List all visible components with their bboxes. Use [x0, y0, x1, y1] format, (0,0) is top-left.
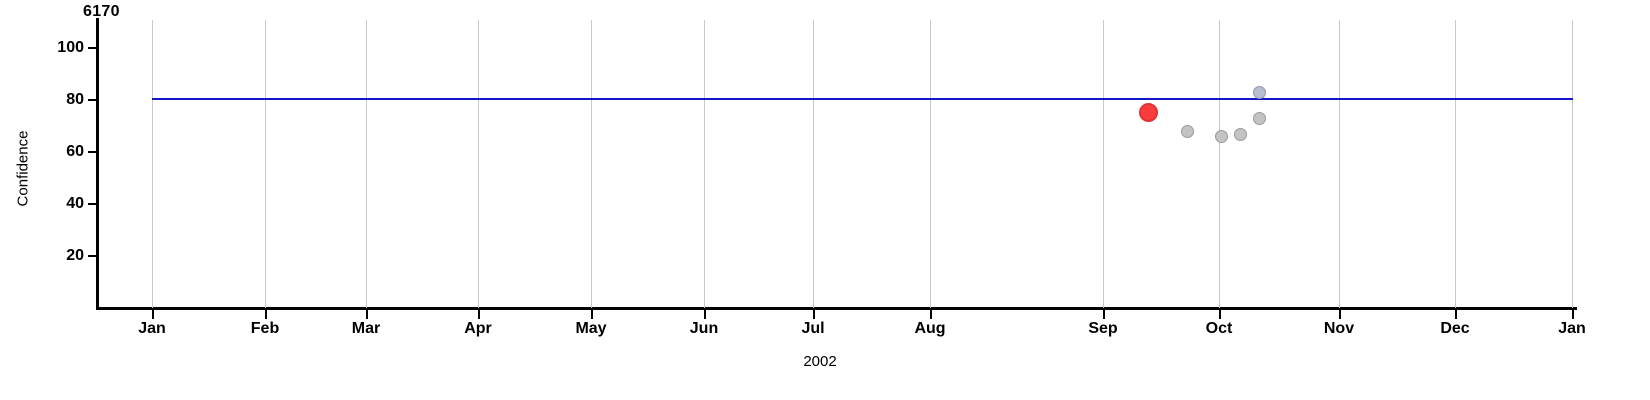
gridline: [813, 20, 814, 308]
x-tick-label: May: [575, 320, 607, 337]
x-tick-mark: [152, 310, 154, 319]
threshold-line: [152, 98, 1573, 100]
x-tick-label: Jul: [801, 320, 825, 337]
x-tick-label: Mar: [351, 320, 381, 337]
x-tick-mark: [1339, 310, 1341, 319]
y-tick-label: 100: [57, 39, 84, 56]
x-tick-mark: [704, 310, 706, 319]
point-grey-3[interactable]: [1233, 127, 1247, 141]
point-grey-2[interactable]: [1214, 129, 1228, 143]
y-axis-line: [96, 18, 99, 310]
gridline: [1219, 20, 1220, 308]
y-tick-label: 40: [66, 195, 84, 212]
point-grey-1[interactable]: [1180, 124, 1194, 138]
y-tick-mark: [88, 47, 96, 49]
x-tick-label: Oct: [1205, 320, 1233, 337]
y-tick-label: 60: [66, 143, 84, 160]
gridline: [265, 20, 266, 308]
x-tick-label: Jun: [689, 320, 719, 337]
x-tick-label: Nov: [1323, 320, 1355, 337]
x-tick-mark: [1455, 310, 1457, 319]
x-tick-mark: [813, 310, 815, 319]
point-red-highlight[interactable]: [1138, 102, 1158, 122]
x-axis-line: [96, 307, 1577, 310]
x-tick-label: Feb: [250, 320, 280, 337]
y-tick-mark: [88, 99, 96, 101]
gridline: [152, 20, 153, 308]
point-bluegrey-1[interactable]: [1252, 85, 1266, 99]
x-tick-mark: [478, 310, 480, 319]
x-tick-label: Aug: [914, 320, 946, 337]
gridline: [1339, 20, 1340, 308]
gridline: [366, 20, 367, 308]
y-tick-label: 20: [66, 247, 84, 264]
point-grey-4[interactable]: [1252, 111, 1266, 125]
x-tick-label: Dec: [1440, 320, 1470, 337]
gridline: [1455, 20, 1456, 308]
gridline: [1103, 20, 1104, 308]
x-tick-mark: [1572, 310, 1574, 319]
x-tick-label: Apr: [464, 320, 492, 337]
gridline: [591, 20, 592, 308]
y-axis-title: Confidence: [14, 130, 32, 207]
gridline: [930, 20, 931, 308]
gridline: [1572, 20, 1573, 308]
x-tick-mark: [591, 310, 593, 319]
gridline: [704, 20, 705, 308]
x-tick-label: Jan: [1558, 320, 1586, 337]
x-tick-label: Sep: [1088, 320, 1118, 337]
gridline: [478, 20, 479, 308]
x-tick-mark: [366, 310, 368, 319]
x-tick-mark: [1103, 310, 1105, 319]
y-tick-mark: [88, 151, 96, 153]
x-tick-mark: [265, 310, 267, 319]
x-tick-mark: [1219, 310, 1221, 319]
y-tick-label: 80: [66, 91, 84, 108]
x-tick-label: Jan: [138, 320, 166, 337]
y-tick-mark: [88, 203, 96, 205]
x-axis-title: 2002: [803, 353, 837, 370]
y-tick-mark: [88, 255, 96, 257]
chart-title: 6170: [83, 3, 120, 20]
x-tick-mark: [930, 310, 932, 319]
